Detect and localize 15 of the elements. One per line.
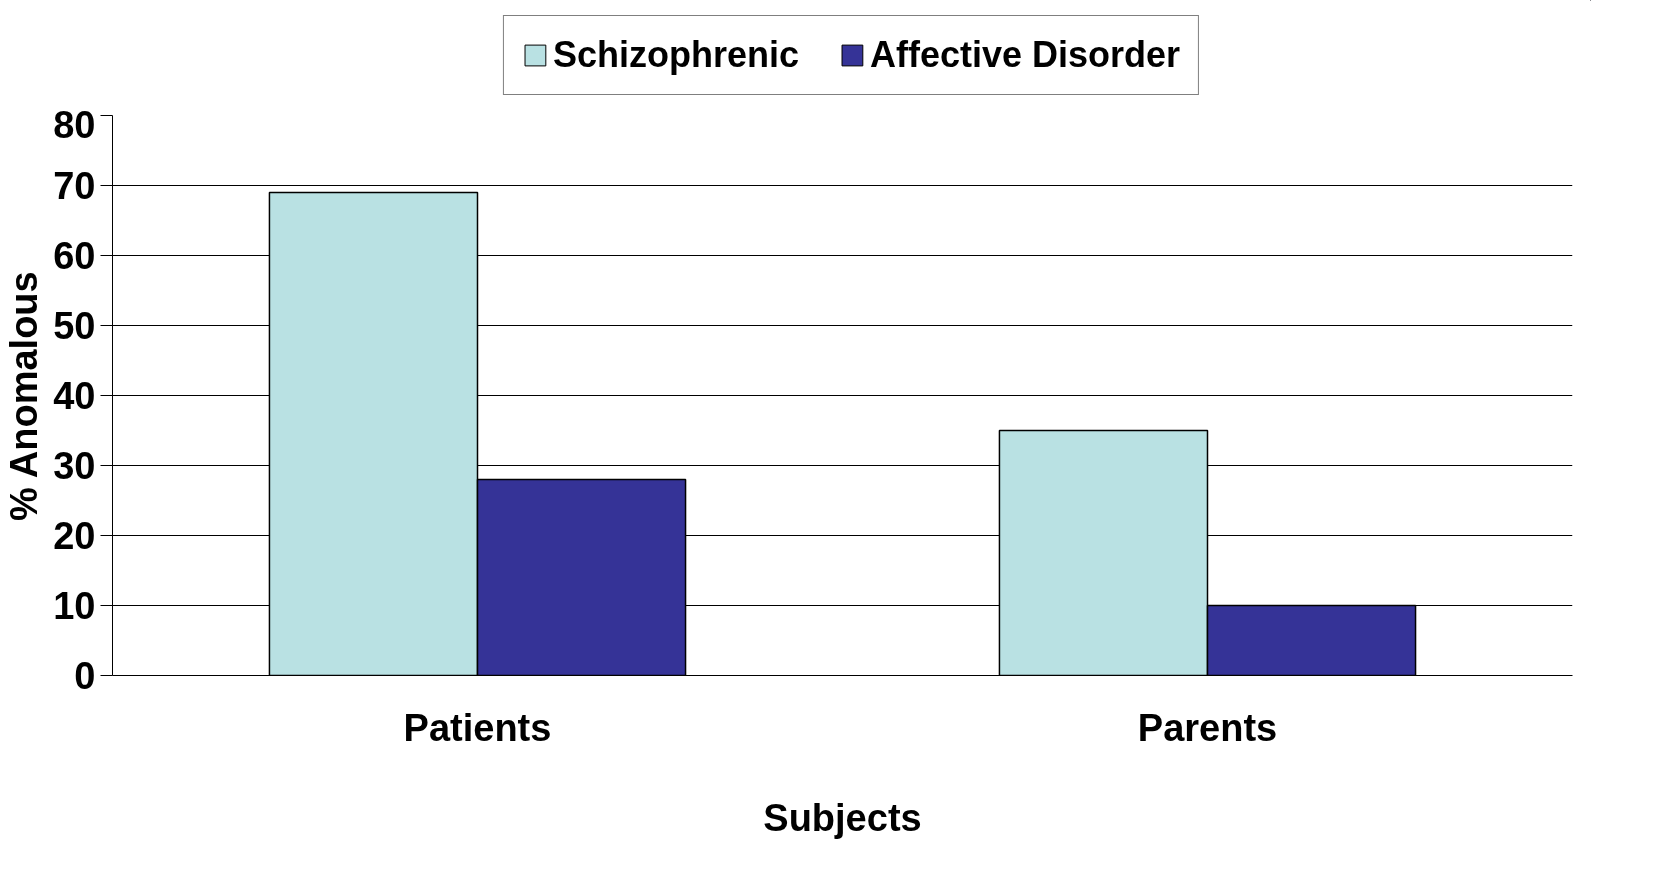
legend-label: Affective Disorder — [869, 34, 1181, 76]
y-tick-label: 80 — [53, 103, 96, 146]
x-tick-label: Parents — [1137, 706, 1278, 749]
y-tick-label: 60 — [53, 235, 96, 277]
x-axis-title: Subjects — [763, 796, 922, 839]
x-tick-label: Patients — [403, 706, 552, 749]
legend-label: Schizophrenic — [552, 34, 799, 76]
y-tick-label: 10 — [53, 585, 96, 627]
y-tick-label: 50 — [53, 305, 96, 347]
y-tick-label: 30 — [53, 445, 96, 487]
y-tick-label: 40 — [53, 375, 96, 417]
y-tick-label: 70 — [53, 165, 96, 207]
y-axis-title: % Anomalous — [3, 271, 46, 522]
y-tick-label: 0 — [74, 655, 96, 697]
y-tick-label: 20 — [53, 515, 96, 557]
